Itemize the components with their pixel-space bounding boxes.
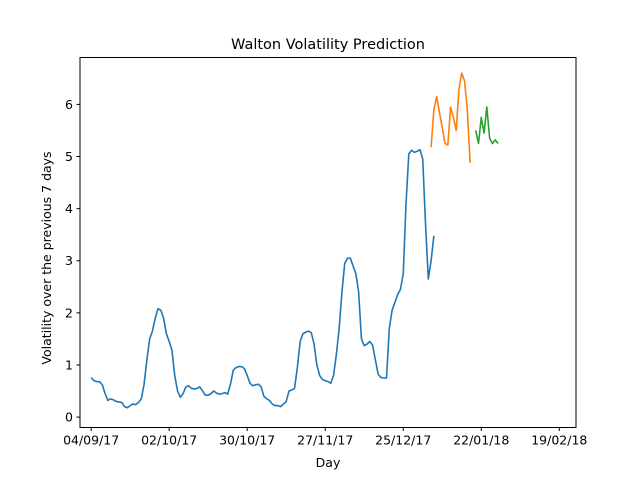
y-tick-label: 6 [65,97,73,112]
x-tick-label: 19/02/18 [531,433,587,448]
y-tick-label: 4 [65,201,73,216]
plot-frame [79,57,577,428]
chart-title: Walton Volatility Prediction [231,37,425,53]
ticks-layer: 0 1 2 3 4 5 6 04/09/17 02/10/17 30/10/17 27/11/17 2… [63,97,587,448]
series-line-1 [430,72,469,148]
x-tick-label: 30/10/17 [219,433,275,448]
y-tick-label: 5 [65,149,73,164]
y-tick-label: 0 [65,410,73,425]
x-tick-label: 04/09/17 [63,433,119,448]
y-tick-label: 3 [65,253,73,268]
y-tick-label: 2 [65,305,73,320]
x-axis-label: Day [316,455,341,470]
x-tick-label: 25/12/17 [375,433,431,448]
x-tick-label: 02/10/17 [141,433,197,448]
y-tick-label: 1 [65,357,73,372]
x-tick-label: 22/01/18 [453,433,509,448]
series-line-3 [474,106,499,145]
series-layer [90,72,499,409]
series-line-2 [466,109,471,163]
y-axis-label: Volatility over the previous 7 days [39,151,54,364]
series-line-0 [90,148,435,409]
x-tick-label: 27/11/17 [297,433,353,448]
